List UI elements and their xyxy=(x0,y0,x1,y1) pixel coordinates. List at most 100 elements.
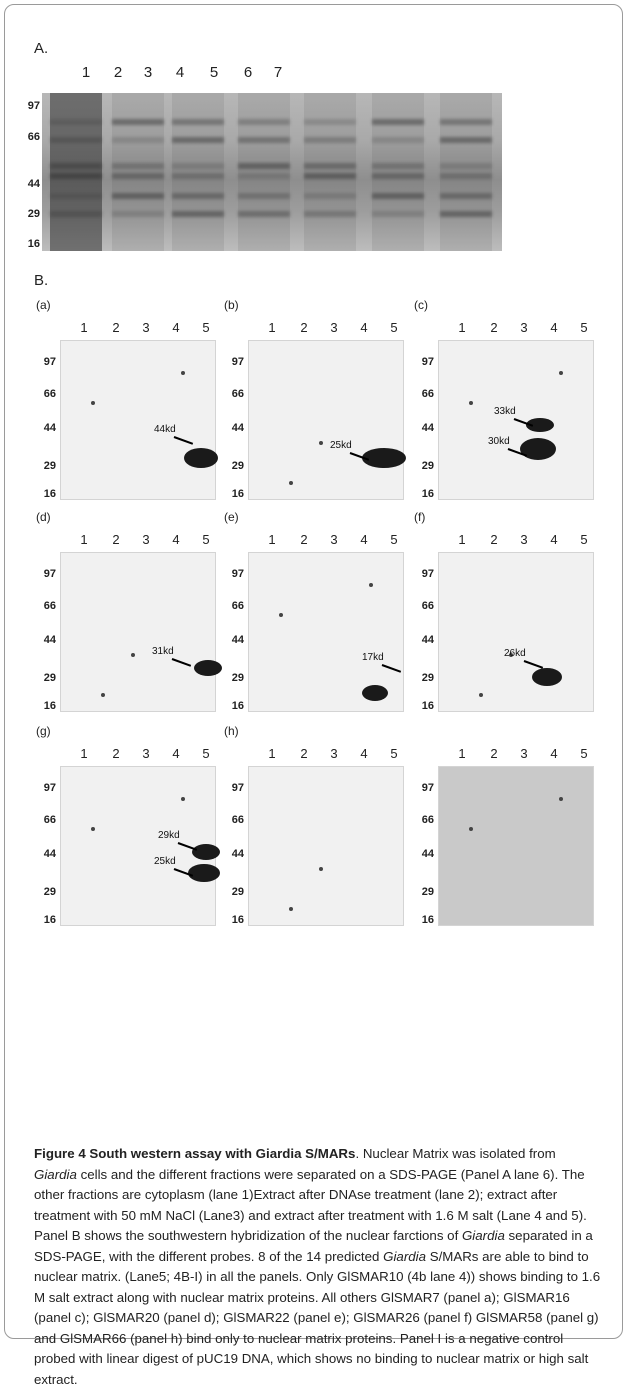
blot-band xyxy=(192,844,220,860)
blot-lane-label: 2 xyxy=(112,532,120,547)
blot-lane-label: 1 xyxy=(458,746,466,761)
gel-band xyxy=(50,193,102,199)
gel-lane-label: 5 xyxy=(209,64,219,81)
blot-lane-label: 4 xyxy=(360,746,368,761)
blot-lane-label: 5 xyxy=(202,532,210,547)
blot-marker-label: 16 xyxy=(231,914,244,926)
band-size-label: 26kd xyxy=(504,648,526,659)
gel-lane xyxy=(172,93,224,251)
blot-marker-label: 97 xyxy=(43,782,56,794)
blot-speck xyxy=(289,907,293,911)
caption-text-4: S/MARs are able to bind to nuclear matri… xyxy=(34,1248,601,1387)
blot-lane-label: 5 xyxy=(202,320,210,335)
blot-lane-label: 4 xyxy=(172,746,180,761)
caption-italic-3: Giardia xyxy=(383,1248,426,1264)
gel-band xyxy=(440,173,492,179)
blot-marker-label: 16 xyxy=(421,488,434,500)
blot-marker-label: 97 xyxy=(421,568,434,580)
blot-lane-label: 1 xyxy=(458,532,466,547)
blot-band xyxy=(520,438,556,460)
gel-band xyxy=(238,163,290,169)
gel-band xyxy=(172,163,224,169)
blot-lane-label: 5 xyxy=(202,746,210,761)
blot-marker-label: 44 xyxy=(421,634,434,646)
blot-lane-label: 4 xyxy=(172,320,180,335)
blot-band xyxy=(362,448,406,468)
blot-panel-tag: (f) xyxy=(414,510,426,524)
gel-marker-label: 29 xyxy=(27,208,40,220)
blot-marker-label: 16 xyxy=(43,914,56,926)
blot-marker-label: 44 xyxy=(43,848,56,860)
gel-lane xyxy=(238,93,290,251)
gel-band xyxy=(50,173,102,179)
blot-lane-label: 5 xyxy=(580,320,588,335)
blot-marker-label: 66 xyxy=(231,600,244,612)
gel-marker-label: 16 xyxy=(27,238,40,250)
blot-marker-label: 44 xyxy=(43,422,56,434)
blot-lane-label: 3 xyxy=(520,320,528,335)
panel-b-label: B. xyxy=(34,272,49,289)
gel-band xyxy=(238,173,290,179)
blot-lane-label: 4 xyxy=(360,320,368,335)
blot-lane-label: 5 xyxy=(580,746,588,761)
band-size-label: 44kd xyxy=(154,424,176,435)
caption-text-2: cells and the different fractions were s… xyxy=(34,1166,587,1244)
blot-band xyxy=(526,418,554,432)
blot-speck xyxy=(91,401,95,405)
blot-lane-label: 2 xyxy=(300,320,308,335)
blot-band xyxy=(188,864,220,882)
gel-band xyxy=(304,119,356,125)
blot-marker-label: 44 xyxy=(421,848,434,860)
gel-band xyxy=(172,193,224,199)
gel-band xyxy=(440,211,492,217)
blot-panel-tag: (b) xyxy=(224,298,239,312)
gel-band xyxy=(372,211,424,217)
blot-speck xyxy=(91,827,95,831)
band-size-label: 25kd xyxy=(330,440,352,451)
blot-marker-label: 97 xyxy=(43,356,56,368)
blot-marker-label: 66 xyxy=(43,814,56,826)
blot-marker-label: 66 xyxy=(421,814,434,826)
blot-marker-label: 29 xyxy=(421,886,434,898)
gel-band xyxy=(304,137,356,143)
blot-lane-label: 2 xyxy=(112,320,120,335)
band-size-label: 30kd xyxy=(488,436,510,447)
gel-band xyxy=(304,211,356,217)
blot-marker-label: 97 xyxy=(421,356,434,368)
blot-lane-label: 4 xyxy=(550,320,558,335)
gel-band xyxy=(372,193,424,199)
gel-band xyxy=(50,211,102,217)
gel-band xyxy=(172,119,224,125)
blot-lane-label: 5 xyxy=(580,532,588,547)
blot-marker-label: 97 xyxy=(231,782,244,794)
gel-marker-label: 66 xyxy=(27,131,40,143)
caption-title: Figure 4 South western assay with Giardi… xyxy=(34,1146,356,1161)
band-size-label: 17kd xyxy=(362,652,384,663)
blot-lane-label: 4 xyxy=(172,532,180,547)
blot-lane-label: 5 xyxy=(390,320,398,335)
blot-marker-label: 16 xyxy=(421,914,434,926)
blot-panel: (g) 1 2 3 4 5 97 66 44 29 16 29kd 25kd xyxy=(34,724,220,930)
blot-marker-label: 66 xyxy=(43,600,56,612)
blot-marker-label: 29 xyxy=(43,460,56,472)
blot-marker-label: 66 xyxy=(421,600,434,612)
blot-marker-label: 44 xyxy=(231,848,244,860)
gel-band xyxy=(50,137,102,143)
gel-band xyxy=(172,137,224,143)
band-size-label: 31kd xyxy=(152,646,174,657)
gel-band xyxy=(440,119,492,125)
blot-lane-label: 2 xyxy=(300,532,308,547)
blot-panel: (e) 1 2 3 4 5 97 66 44 29 16 17kd xyxy=(222,510,406,716)
blot-marker-label: 16 xyxy=(231,488,244,500)
gel-lane-label: 1 xyxy=(81,64,91,81)
blot-band xyxy=(184,448,218,468)
blot-panel-tag: (h) xyxy=(224,724,239,738)
sds-page-gel xyxy=(42,93,502,251)
gel-band xyxy=(304,163,356,169)
blot-marker-label: 29 xyxy=(43,886,56,898)
blot-marker-label: 97 xyxy=(421,782,434,794)
band-size-label: 33kd xyxy=(494,406,516,417)
gel-lane xyxy=(304,93,356,251)
blot-marker-label: 44 xyxy=(43,634,56,646)
blot-marker-label: 97 xyxy=(231,568,244,580)
